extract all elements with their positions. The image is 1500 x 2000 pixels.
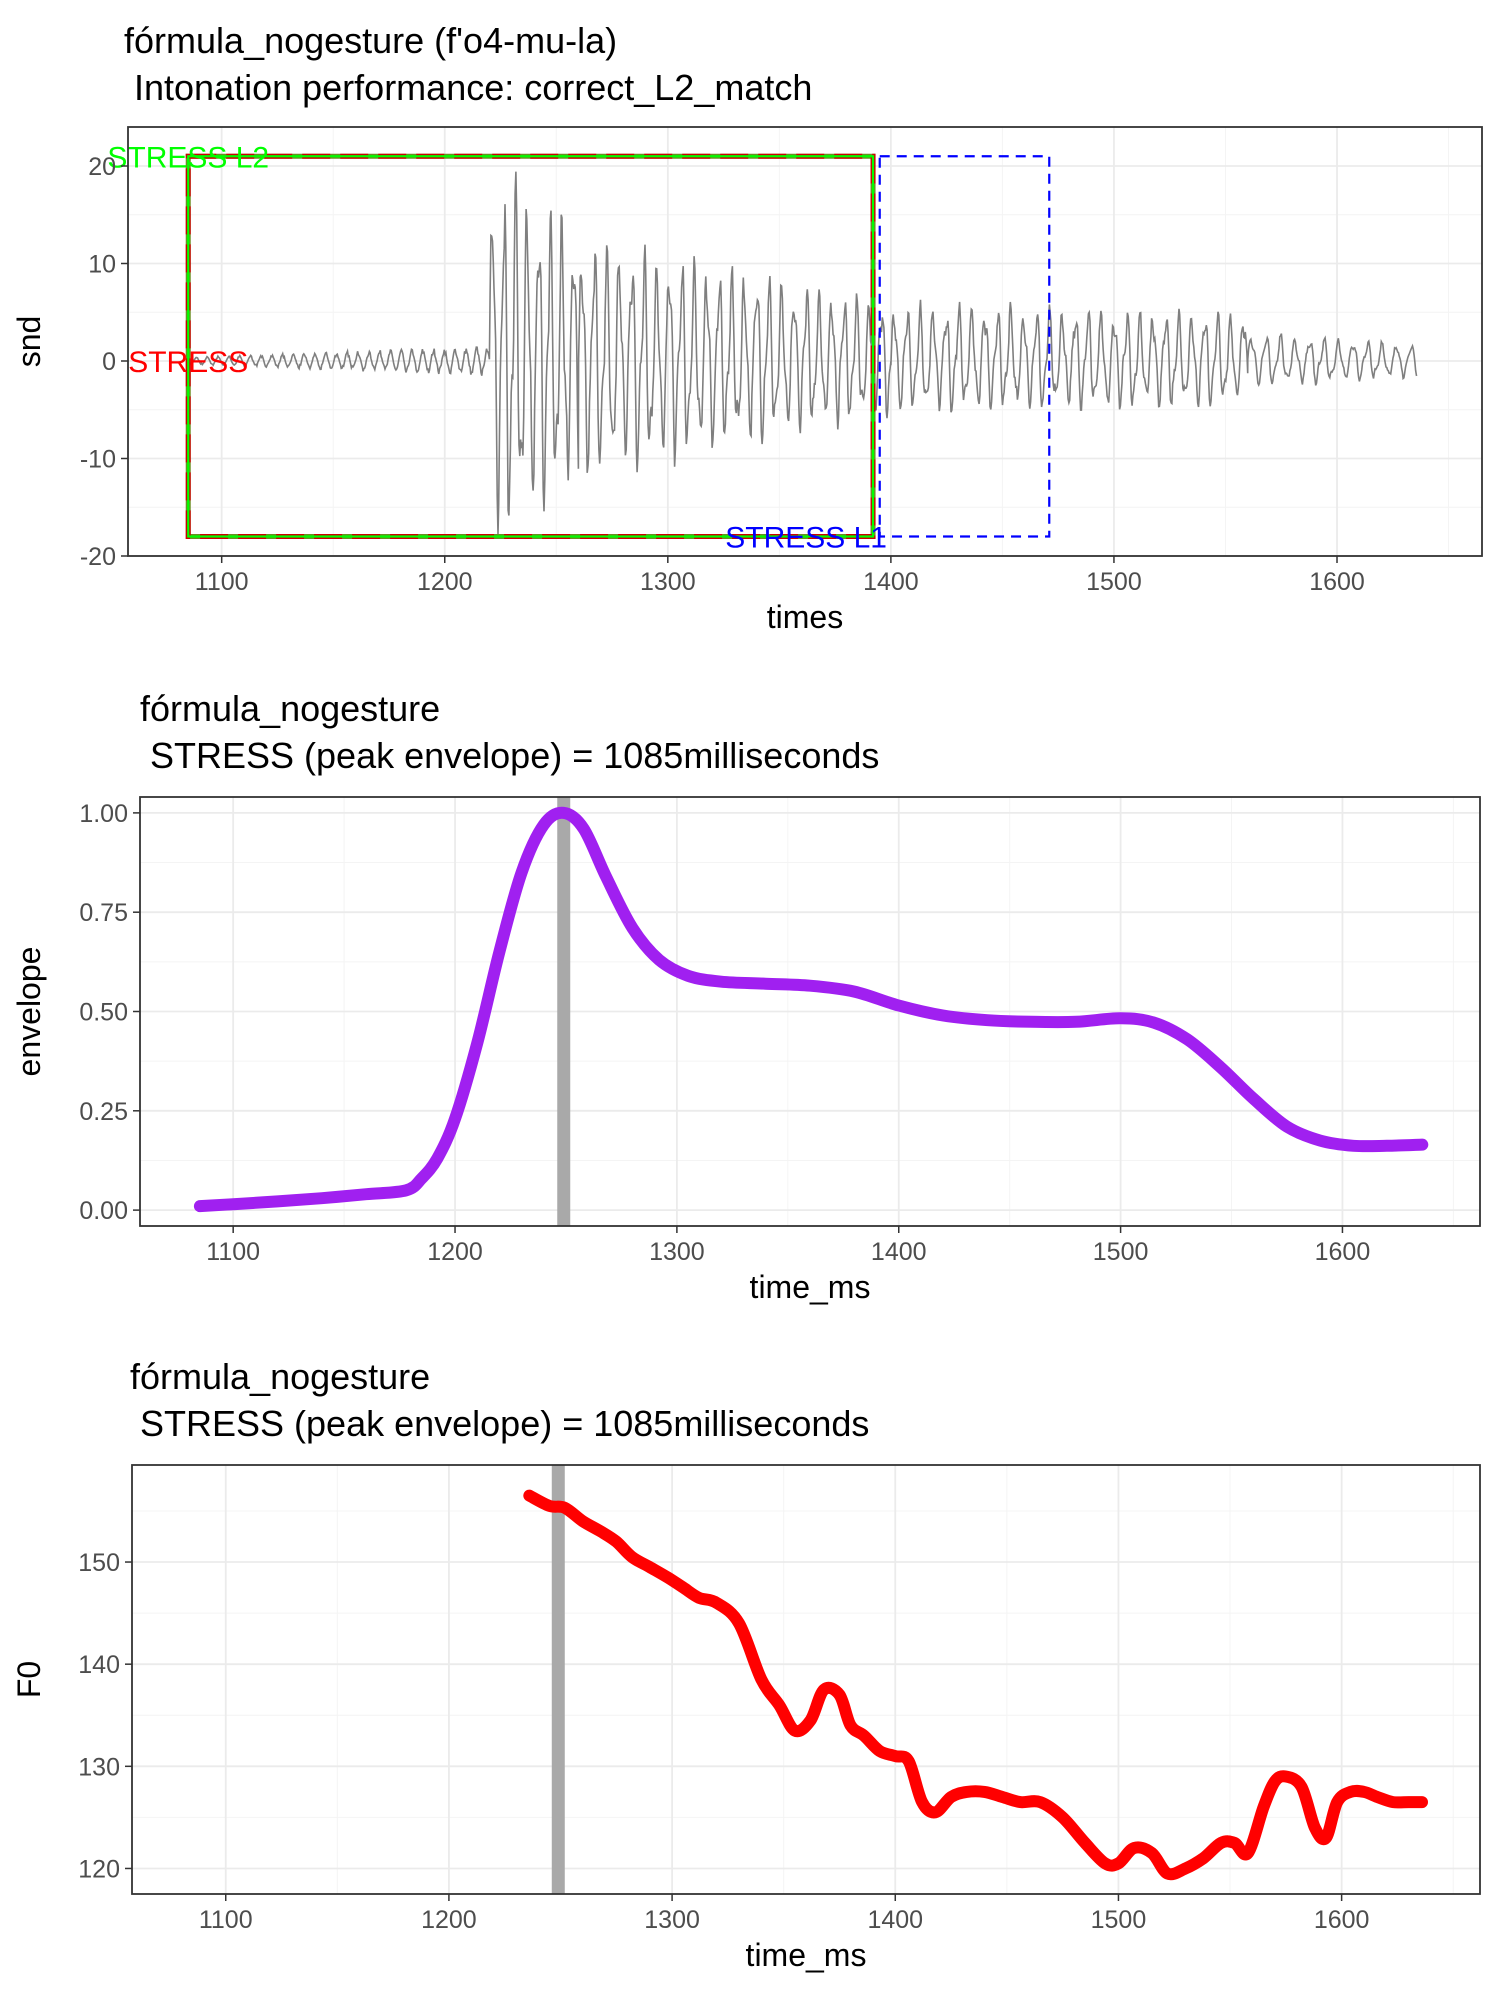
chart-envelope-x-tick-label: 1500 <box>1093 1238 1149 1266</box>
chart-f0-x-axis-title: time_ms <box>746 1937 867 1973</box>
chart-envelope-x-tick-label: 1400 <box>871 1238 927 1266</box>
chart-waveform-x-axis-title: times <box>767 599 843 635</box>
chart-f0-x-tick-label: 1600 <box>1314 1906 1370 1934</box>
chart-f0-grid <box>132 1465 1480 1894</box>
chart-f0-x-tick-label: 1100 <box>199 1906 253 1934</box>
chart-envelope-x-axis-title: time_ms <box>750 1269 871 1305</box>
chart-f0-y-axis-title: F0 <box>11 1661 47 1698</box>
chart-f0-panel <box>131 1464 1481 1895</box>
chart-envelope-x-tick-label: 1300 <box>649 1238 705 1266</box>
chart-envelope-y-tick-label: 1.00 <box>79 800 128 828</box>
chart-envelope-axes: 1100 1200 1300 1400 1500 1600 0.00 0.25 0.50 0.75… <box>79 800 1370 1266</box>
chart-waveform-y-axis-title: snd <box>11 316 47 368</box>
chart-waveform-title: fórmula_nogesture (f'o4-mu-la) <box>124 20 617 61</box>
chart-waveform-x-tick-label: 1400 <box>863 568 919 596</box>
chart-waveform-annotation: STRESS <box>128 346 248 379</box>
chart-waveform-y-tick-label: 20 <box>88 153 116 181</box>
chart-envelope-y-tick-label: 0.75 <box>79 899 128 927</box>
chart-f0-x-tick-label: 1500 <box>1091 1906 1147 1934</box>
chart-envelope-grid <box>140 797 1480 1226</box>
chart-waveform-x-tick-label: 1300 <box>640 568 696 596</box>
chart-f0-series <box>523 1489 1428 1881</box>
chart-f0-x-tick-label: 1400 <box>867 1906 923 1934</box>
chart-f0-subtitle: STRESS (peak envelope) = 1085millisecond… <box>130 1403 869 1444</box>
chart-f0-y-tick-label: 120 <box>78 1855 120 1883</box>
chart-envelope-title: fórmula_nogesture <box>140 688 440 729</box>
chart-waveform-y-tick-label: 10 <box>88 251 116 279</box>
chart-envelope-x-tick-label: 1200 <box>427 1238 483 1266</box>
chart-envelope-x-tick-label: 1100 <box>206 1238 260 1266</box>
chart-f0: fórmula_nogesture STRESS (peak envelope)… <box>11 1356 1481 1973</box>
chart-waveform-x-tick-label: 1500 <box>1086 568 1142 596</box>
chart-f0-series-line <box>523 1489 1428 1881</box>
chart-envelope-y-tick-label: 0.00 <box>79 1197 128 1225</box>
chart-waveform-series <box>187 171 1418 535</box>
chart-envelope-y-tick-label: 0.50 <box>79 999 128 1027</box>
chart-waveform: fórmula_nogesture (f'o4-mu-la) Intonatio… <box>11 20 1483 635</box>
chart-f0-title: fórmula_nogesture <box>130 1356 430 1397</box>
chart-waveform-subtitle: Intonation performance: correct_L2_match <box>124 67 812 108</box>
chart-waveform-annotation: STRESS L2 <box>107 141 269 174</box>
chart-waveform-region <box>878 155 1051 538</box>
chart-waveform-annotation: STRESS L1 <box>725 522 887 555</box>
chart-waveform-annotations: STRESS L2 STRESS STRESS L1 <box>107 141 1051 555</box>
chart-envelope-x-tick-label: 1600 <box>1315 1238 1371 1266</box>
chart-envelope: fórmula_nogesture STRESS (peak envelope)… <box>11 688 1481 1305</box>
chart-envelope-series <box>193 806 1429 1213</box>
chart-waveform-x-tick-label: 1100 <box>195 568 249 596</box>
chart-f0-axes: 1100 1200 1300 1400 1500 1600 120 130 140 150 <box>78 1549 1369 1934</box>
chart-waveform-y-tick-label: 0 <box>102 348 116 376</box>
chart-waveform-x-tick-label: 1600 <box>1309 568 1365 596</box>
chart-waveform-panel <box>127 126 1483 557</box>
chart-f0-y-tick-label: 150 <box>78 1549 120 1577</box>
chart-envelope-subtitle: STRESS (peak envelope) = 1085millisecond… <box>140 735 879 776</box>
chart-f0-y-tick-label: 140 <box>78 1651 120 1679</box>
chart-waveform-y-tick-label: -20 <box>80 543 116 571</box>
chart-waveform-region <box>187 155 875 538</box>
chart-waveform-x-tick-label: 1200 <box>417 568 473 596</box>
chart-waveform-axes: 1100 1200 1300 1400 1500 1600 -20 -10 0 10 20 <box>80 153 1365 596</box>
chart-waveform-series-line <box>187 171 1418 535</box>
chart-f0-x-tick-label: 1300 <box>644 1906 700 1934</box>
chart-envelope-y-tick-label: 0.25 <box>79 1098 128 1126</box>
chart-envelope-y-axis-title: envelope <box>11 947 47 1077</box>
chart-f0-background <box>132 1465 1480 1894</box>
chart-envelope-series-line <box>193 806 1429 1213</box>
chart-f0-x-tick-label: 1200 <box>421 1906 477 1934</box>
chart-waveform-grid <box>128 127 1482 557</box>
chart-f0-y-tick-label: 130 <box>78 1753 120 1781</box>
chart-waveform-y-tick-label: -10 <box>80 446 116 474</box>
